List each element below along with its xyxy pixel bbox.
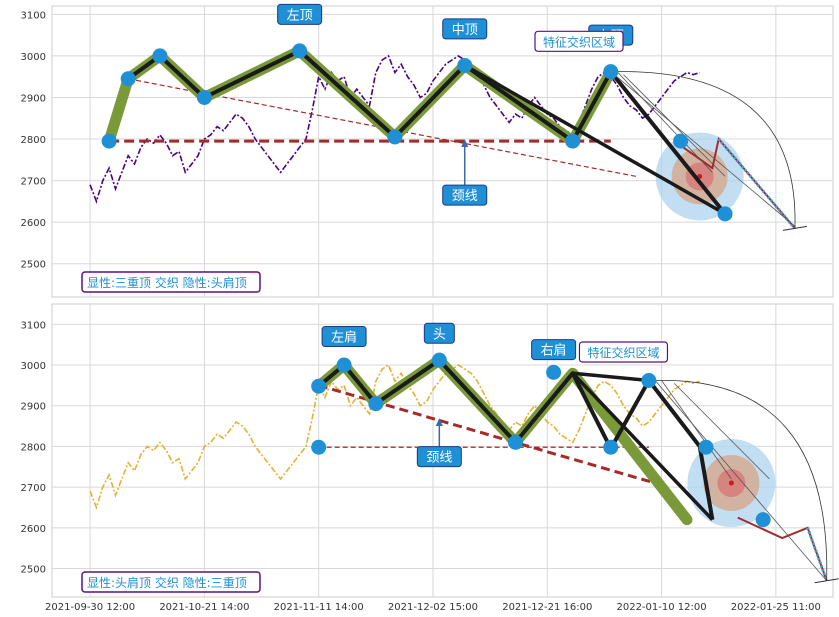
y-tick-label: 2900 [21,402,46,413]
y-tick-label: 2900 [21,93,46,104]
pattern-point [292,43,308,59]
pattern-point [120,71,136,87]
pattern-point [508,434,524,450]
pattern-extra-leg [571,371,714,521]
pattern-label-box [321,326,367,348]
price-series [89,54,700,204]
pattern-point [603,64,619,80]
panel-top: 2500260027002800290030003100左顶中顶右顶颈线特征交织… [21,3,834,298]
pattern-point [311,378,327,394]
x-tick-label: 2021-09-30 12:00 [45,602,135,613]
pattern-label-box [423,322,455,344]
forecast-path [673,136,796,230]
pattern-label-box [416,446,462,468]
pattern-point [311,439,327,455]
price-series [89,363,700,510]
feature-label: 特征交织区域 [543,34,615,49]
feature-label-box [578,341,669,363]
pattern-extra-leg [463,63,726,216]
pattern-point [717,206,733,222]
status-label: 显性:头肩顶 交织 隐性:三重顶 [87,575,247,590]
x-tick-label: 2021-11-11 14:00 [274,602,364,613]
pattern-label: 颈线 [426,451,452,466]
x-tick-label: 2021-12-02 15:00 [388,602,478,613]
pattern-point [431,352,447,368]
status-box [81,571,261,593]
forecast-fan-line [654,380,828,581]
y-tick-label: 2500 [21,565,46,576]
pattern-point [196,89,212,105]
x-tick-label: 2022-01-10 12:00 [616,602,706,613]
pattern-point [152,48,168,64]
forecast-end-tick [782,225,807,231]
pattern-label: 左肩 [331,330,357,346]
x-axis: 2021-09-30 12:00 2021-10-21 14:00 2021-11-… [45,602,821,613]
forecast-fan-line [661,380,732,480]
pattern-point [673,133,689,149]
label-arrow-head [461,139,469,148]
pattern-label: 颈线 [452,189,478,204]
pattern-label-box [442,18,488,40]
pattern-point [546,364,562,380]
pattern-label: 中顶 [452,23,478,38]
forecast-path-tail [806,527,829,582]
y-tick-label: 2600 [21,218,46,229]
pattern-point [565,133,581,149]
forecast-path-tail [717,138,797,230]
pattern-label: 左顶 [287,8,313,23]
pattern-point [387,129,403,145]
pattern-label-box [531,339,577,361]
pattern-point [368,396,384,412]
pattern-point [336,357,352,373]
target-zone-center [728,480,734,486]
label-arrow-head [435,417,443,426]
forecast-fan-line [610,71,796,227]
y-tick-label: 2800 [21,135,46,146]
x-tick-label: 2022-01-25 11:00 [731,602,821,613]
feature-label-box [534,30,624,52]
status-box [81,271,261,293]
pattern-legs [317,358,715,521]
forecast-arc [655,380,828,581]
pattern-label: 右肩 [541,343,567,359]
x-tick-label: 2021-10-21 14:00 [159,602,249,613]
pattern-point [603,439,619,455]
pattern-label-box [277,3,323,25]
pattern-point [698,439,714,455]
y-tick-label: 3100 [21,320,46,331]
pattern-label: 头 [433,327,446,342]
status-label: 显性:三重顶 交织 隐性:头肩顶 [87,275,247,290]
forecast-fan-line [674,383,770,480]
y-tick-label: 2700 [21,177,46,188]
y-tick-label: 2600 [21,524,46,535]
pattern-point [101,133,117,149]
pattern-point [755,512,771,528]
pattern-label-box [442,184,488,206]
forecast-fan-line [616,71,713,173]
forecast-arc [610,71,796,229]
y-tick-label: 3100 [21,10,46,21]
y-tick-label: 2700 [21,483,46,494]
feature-label: 特征交织区域 [587,345,659,360]
x-tick-label: 2021-12-21 16:00 [502,602,592,613]
y-tick-label: 2800 [21,442,46,453]
y-tick-label: 3000 [21,52,46,63]
forecast-end-tick [814,578,839,584]
pattern-point [641,373,657,389]
pattern-extra-leg [572,371,650,383]
y-tick-label: 3000 [21,361,46,372]
pattern-point [457,57,473,73]
y-tick-label: 2500 [21,260,46,271]
